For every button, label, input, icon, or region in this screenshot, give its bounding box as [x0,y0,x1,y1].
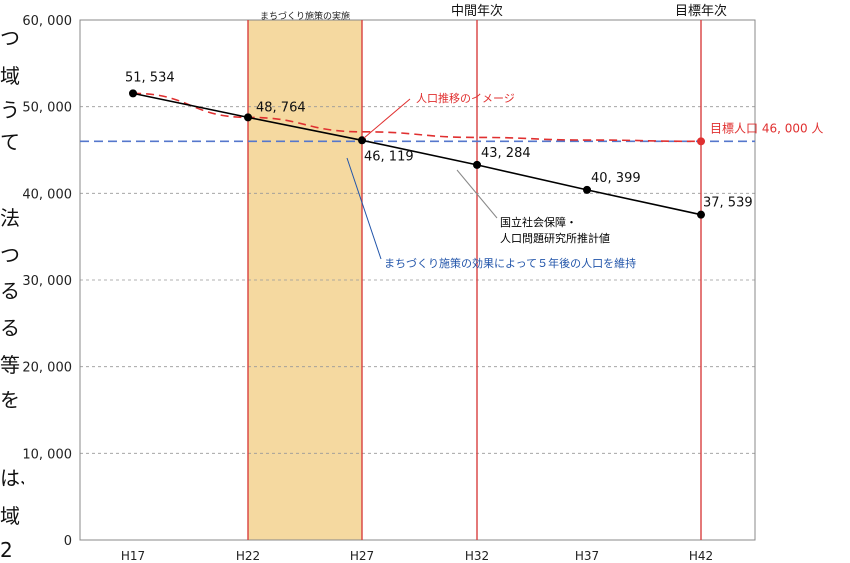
annotation-leader [363,98,411,139]
series-layer: 51, 534 48, 764 46, 119 43, 284 40, 399 37, 5… [80,70,755,219]
data-label: 48, 764 [256,100,306,115]
y-tick-label: 60, 000 [22,14,72,29]
data-point [583,185,591,194]
data-point [244,113,252,122]
x-tick-label: H37 [575,549,599,563]
grid-layer [80,106,755,454]
target-label: 目標人口 46, 000 人 [710,121,823,135]
annotation-text: 人口問題研究所推計値 [500,231,610,245]
x-tick-label: H27 [350,549,374,563]
data-label: 46, 119 [364,149,414,164]
annotation-text: 国立社会保障・ [500,215,577,229]
fragment-char: つ [0,26,20,50]
fragment-char: う [0,98,20,122]
annotation-leader [456,169,498,219]
series-line-projection [132,92,702,216]
shaded-period-label: まちづくり施策の実施 [260,10,350,22]
fragment-char: 等 [0,353,20,377]
annotation-text: まちづくり施策の効果によって５年後の人口を維持 [384,256,636,270]
fragment-char: 域 [0,64,20,88]
fragment-char: 域 [0,504,20,528]
annotation-text: 人口推移のイメージ [416,91,515,105]
data-label: 40, 399 [591,171,641,186]
fragment-char: る [0,279,20,303]
fragment-char: 2 [0,538,13,562]
series-line-image [132,92,702,143]
data-label: 43, 284 [481,146,531,161]
y-tick-label: 40, 000 [22,187,72,202]
data-point [358,136,366,145]
fragment-char: 法 [0,206,20,230]
target-point [697,137,705,146]
y-tick-label: 0 [64,534,72,549]
x-tick-label: H17 [121,549,145,563]
fragment-char: を [0,388,20,412]
vertical-markers-layer: 中間年次 目標年次 [247,3,727,540]
plot-frame [79,19,756,541]
y-tick-label: 20, 000 [22,361,72,376]
axes-layer: 0 10, 000 20, 000 30, 000 40, 000 50, 000 60, … [22,14,756,563]
annotation-leader [346,157,382,260]
annotation-layer: 目標人口 46, 000 人 人口推移のイメージ国立社会保障・人口問題研究所推計値… [346,91,823,270]
x-tick-label: H42 [689,549,713,563]
data-point [697,210,705,219]
data-label: 51, 534 [125,70,175,85]
cut-off-page-text: つ 域 う て 法 つ る る 等 を は、 域 2 [0,0,24,563]
shaded-period-layer: まちづくり施策の実施 [248,10,362,540]
x-tick-label: H22 [236,549,260,563]
fragment-char: は、 [0,466,24,490]
y-tick-label: 30, 000 [22,274,72,289]
data-point [129,89,137,98]
vertical-marker-label: 目標年次 [675,3,727,19]
y-tick-label: 50, 000 [22,101,72,116]
y-tick-label: 10, 000 [22,447,72,462]
fragment-char: る [0,316,20,340]
vertical-marker-label: 中間年次 [451,3,503,19]
data-label: 37, 539 [703,196,753,211]
fragment-char: て [0,130,20,154]
data-point [473,160,481,169]
x-tick-label: H32 [465,549,489,563]
fragment-char: つ [0,243,20,267]
